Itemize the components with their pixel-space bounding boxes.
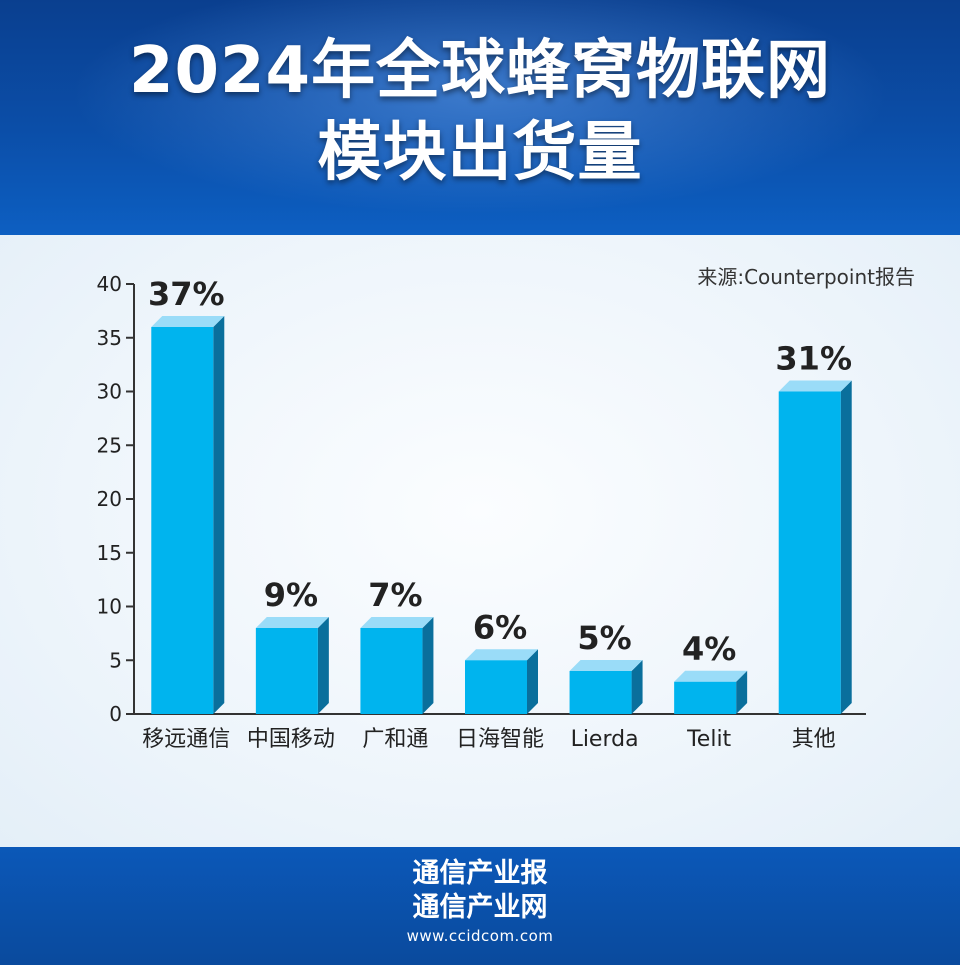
bar-top [674, 670, 748, 682]
bar-top [255, 617, 329, 628]
bar-top [465, 649, 538, 661]
bar-top [151, 316, 225, 327]
y-tick-label: 35 [97, 326, 122, 350]
bar-front [778, 391, 841, 714]
bar [360, 617, 434, 714]
y-tick-label: 40 [97, 272, 122, 296]
source-note: 来源:Counterpoint报告 [697, 265, 915, 289]
data-label: 4% [682, 630, 736, 668]
header-banner [0, 0, 960, 235]
brand-logo: 通信产业报 通信产业网 www.ccidcom.com [0, 857, 960, 947]
x-tick-label: 中国移动 [247, 727, 335, 752]
y-tick-label: 20 [97, 487, 122, 511]
data-label: 9% [264, 576, 318, 614]
x-tick-label: Telit [686, 727, 731, 752]
bar [674, 670, 748, 714]
x-tick-label: 移远通信 [142, 727, 230, 752]
x-tick-label: 广和通 [362, 727, 428, 752]
x-tick-label: 其他 [792, 727, 836, 752]
data-label: 7% [368, 576, 422, 614]
bar-top [569, 660, 643, 671]
bar-side [213, 316, 225, 714]
title-line-2: 模块出货量 [317, 116, 643, 190]
bar-front [151, 327, 214, 714]
bar [151, 316, 225, 714]
bar-side [527, 649, 538, 714]
bar-side [840, 380, 852, 714]
bar-front [674, 681, 737, 714]
y-tick-label: 25 [97, 433, 122, 457]
bar [569, 660, 643, 714]
bar-side [317, 617, 329, 714]
bar [465, 649, 538, 714]
brand-url: www.ccidcom.com [406, 927, 554, 945]
bar-side [736, 670, 748, 714]
bar-front [360, 628, 423, 714]
y-tick-label: 30 [97, 380, 122, 404]
bar [255, 617, 329, 714]
y-tick-label: 15 [97, 541, 122, 565]
data-label: 31% [775, 340, 852, 378]
data-label: 6% [473, 608, 527, 646]
y-tick-label: 0 [109, 702, 122, 726]
brand-line-1: 通信产业报 [412, 858, 548, 889]
bar-front [255, 628, 318, 714]
bar-top [778, 380, 852, 392]
bar-top [360, 617, 434, 628]
page-title: 2024年全球蜂窝物联网 模块出货量 [0, 30, 960, 194]
bar-front [465, 660, 527, 714]
bar [778, 380, 852, 714]
footer-banner: 通信产业报 通信产业网 www.ccidcom.com [0, 847, 960, 965]
bar-side [422, 617, 434, 714]
x-tick-label: 日海智能 [456, 727, 544, 752]
bar-front [569, 671, 632, 714]
x-tick-label: Lierda [571, 727, 639, 752]
title-line-1: 2024年全球蜂窝物联网 [128, 34, 832, 108]
y-tick-label: 5 [109, 648, 122, 672]
bar-side [631, 660, 643, 714]
y-tick-label: 10 [97, 595, 122, 619]
data-label: 37% [148, 275, 225, 313]
data-label: 5% [577, 619, 631, 657]
brand-line-2: 通信产业网 [412, 892, 548, 923]
chart-bars: 37% 移远通信 9% 中国移动 7% 广和通 6% 日海智能 5% Lierda 4% Telit 3… [142, 275, 852, 752]
